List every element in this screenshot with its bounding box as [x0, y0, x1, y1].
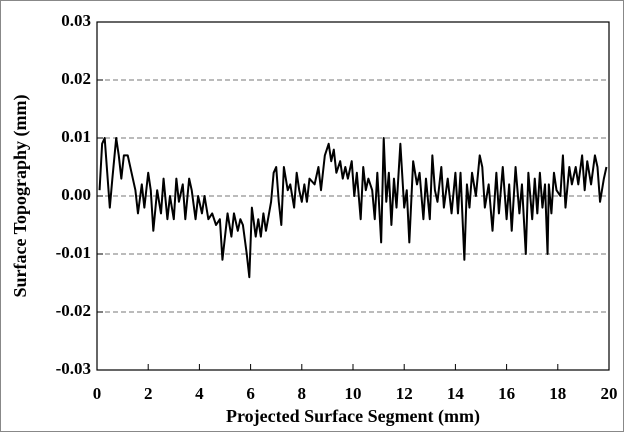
x-tick-label: 4: [195, 384, 204, 403]
y-tick-label: -0.03: [56, 359, 91, 378]
y-tick-label: 0.03: [61, 11, 91, 30]
x-tick-label: 8: [298, 384, 307, 403]
x-tick-label: 18: [549, 384, 566, 403]
x-axis-title: Projected Surface Segment (mm): [226, 406, 480, 427]
y-tick-label: 0.00: [61, 185, 91, 204]
y-tick-label: -0.01: [56, 243, 91, 262]
data-line: [98, 137, 608, 279]
x-tick-label: 0: [93, 384, 102, 403]
x-tick-label: 16: [498, 384, 515, 403]
x-tick-label: 14: [447, 384, 465, 403]
x-tick-label: 2: [144, 384, 153, 403]
x-tick-label: 20: [601, 384, 618, 403]
plot-frame: [96, 21, 610, 371]
x-tick-label: 12: [396, 384, 413, 403]
x-tick-label: 6: [246, 384, 255, 403]
y-tick-label: 0.01: [61, 127, 91, 146]
y-axis-title: Surface Topography (mm): [10, 94, 31, 297]
x-tick-label: 10: [345, 384, 362, 403]
y-tick-label: 0.02: [61, 69, 91, 88]
y-tick-label: -0.02: [56, 301, 91, 320]
